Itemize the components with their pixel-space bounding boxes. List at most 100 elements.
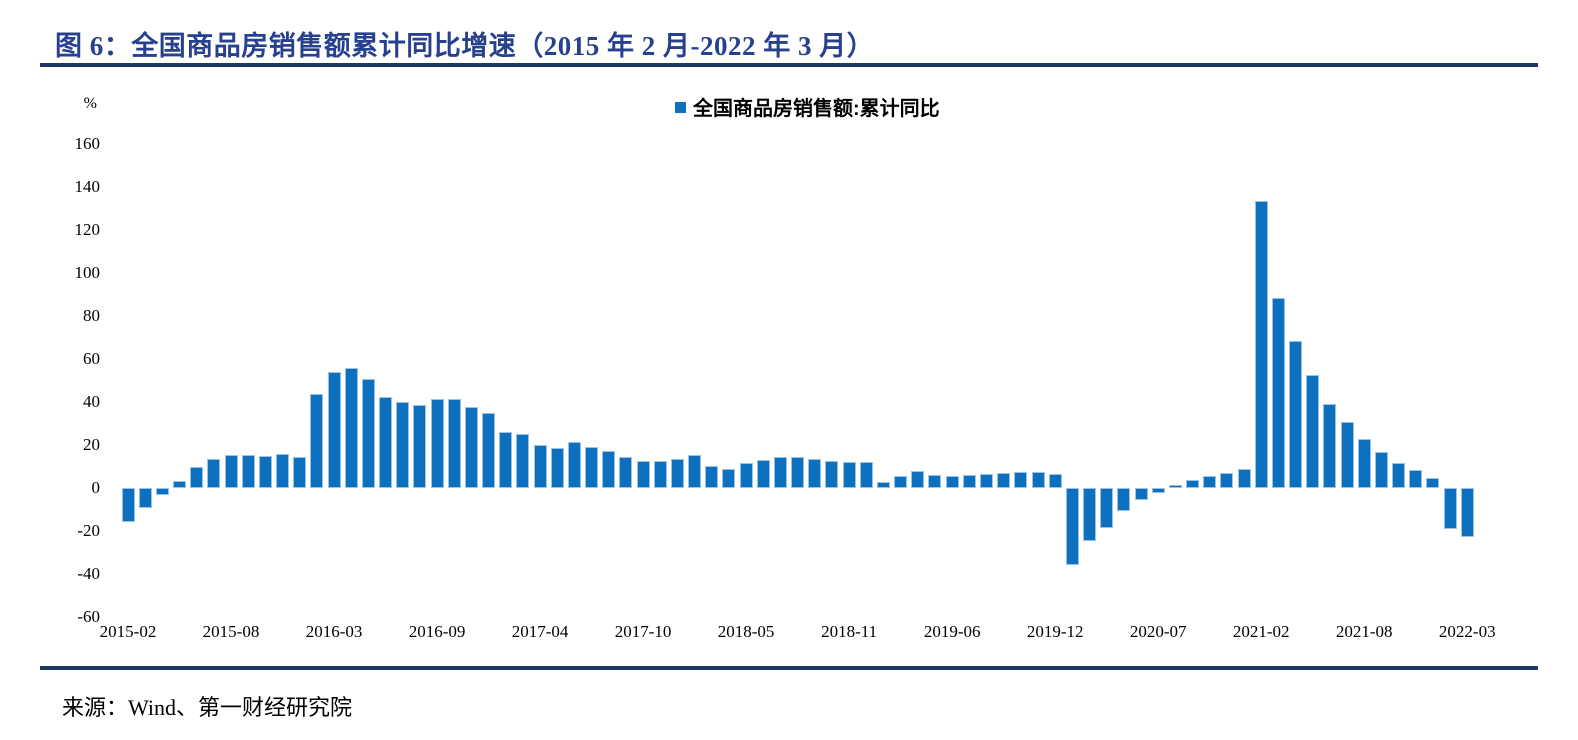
bar	[688, 455, 702, 488]
bar	[447, 399, 461, 488]
bar	[1374, 452, 1388, 488]
bar	[602, 451, 616, 488]
y-tick-label: -60	[77, 607, 100, 626]
x-tick-label: 2015-08	[202, 622, 260, 641]
bar	[739, 462, 753, 488]
y-tick-label: 20	[83, 435, 100, 454]
bar	[1460, 488, 1474, 537]
bar	[1014, 472, 1028, 488]
bar	[1254, 201, 1268, 488]
bar	[550, 448, 564, 488]
bar	[327, 371, 341, 488]
bar	[155, 488, 169, 495]
bar	[911, 470, 925, 488]
bar	[585, 447, 599, 488]
bar	[1409, 469, 1423, 488]
footer-divider	[40, 666, 1538, 670]
x-tick-label: 2019-12	[1026, 622, 1084, 641]
bar	[224, 455, 238, 488]
bar	[207, 459, 221, 488]
bar	[430, 399, 444, 488]
x-tick-label: 2015-02	[99, 622, 157, 641]
y-tick-label: 120	[74, 220, 101, 239]
bar	[516, 434, 530, 488]
bar	[464, 407, 478, 488]
bar	[241, 455, 255, 488]
bar	[1289, 341, 1303, 488]
bar	[876, 481, 890, 488]
bar	[258, 455, 272, 488]
bar	[825, 461, 839, 488]
bar	[413, 404, 427, 488]
bar	[121, 488, 135, 522]
bar	[276, 454, 290, 488]
bar	[1065, 488, 1079, 566]
bar	[1048, 474, 1062, 488]
x-tick-label: 2018-05	[717, 622, 775, 641]
x-tick-label: 2017-10	[614, 622, 672, 641]
bar	[653, 460, 667, 488]
bar	[499, 432, 513, 488]
y-tick-label: 80	[83, 306, 100, 325]
bar	[1134, 488, 1148, 500]
x-tick-label: 2016-09	[408, 622, 466, 641]
x-tick-label: 2022-03	[1438, 622, 1496, 641]
bar	[1426, 477, 1440, 488]
bar	[396, 402, 410, 488]
y-tick-label: 0	[91, 478, 101, 497]
bar	[1392, 462, 1406, 488]
y-tick-label: -40	[77, 564, 100, 583]
bar	[619, 456, 633, 488]
x-tick-label: 2021-08	[1335, 622, 1393, 641]
bar	[1151, 488, 1165, 493]
bar	[1083, 488, 1097, 542]
title-divider	[40, 63, 1538, 67]
bar	[928, 474, 942, 488]
x-tick-label: 2020-07	[1129, 622, 1187, 641]
bar	[1271, 297, 1285, 488]
bar	[1443, 488, 1457, 530]
bar	[722, 468, 736, 488]
bar	[1203, 475, 1217, 488]
bar	[533, 444, 547, 488]
bar	[1220, 472, 1234, 488]
bar	[705, 465, 719, 488]
bar	[293, 457, 307, 488]
legend: 全国商品房销售额:累计同比	[675, 92, 940, 121]
bar	[567, 441, 581, 488]
bar	[1117, 488, 1131, 511]
bar	[773, 457, 787, 488]
x-tick-label: 2019-06	[923, 622, 981, 641]
bar	[173, 481, 186, 488]
bar	[190, 466, 204, 488]
chart-title: 图 6：全国商品房销售额累计同比增速（2015 年 2 月-2022 年 3 月…	[55, 31, 875, 61]
bar	[1168, 484, 1182, 488]
bar	[894, 475, 908, 488]
x-tick-label: 2018-11	[821, 622, 878, 641]
y-tick-label: 160	[74, 134, 101, 153]
bar	[1306, 375, 1320, 488]
bar	[1357, 438, 1371, 488]
y-tick-label: 140	[74, 177, 101, 196]
legend-label: 全国商品房销售额:累计同比	[693, 98, 940, 120]
bar	[1340, 421, 1354, 488]
x-tick-label: 2017-04	[511, 622, 569, 641]
bar	[997, 472, 1011, 488]
bar	[962, 474, 976, 488]
bar	[980, 473, 993, 488]
y-tick-label: -20	[77, 521, 100, 540]
bar	[808, 459, 822, 488]
bar	[361, 378, 375, 488]
bar	[791, 456, 805, 488]
bar	[945, 475, 959, 488]
source-note: 来源：Wind、第一财经研究院	[62, 695, 352, 720]
bar	[636, 460, 650, 488]
legend-swatch-icon	[675, 102, 686, 113]
bar	[756, 459, 770, 488]
bar	[859, 461, 873, 488]
bar	[482, 413, 496, 488]
bar	[138, 488, 152, 508]
bar	[344, 367, 358, 488]
y-tick-label: 100	[74, 263, 101, 282]
